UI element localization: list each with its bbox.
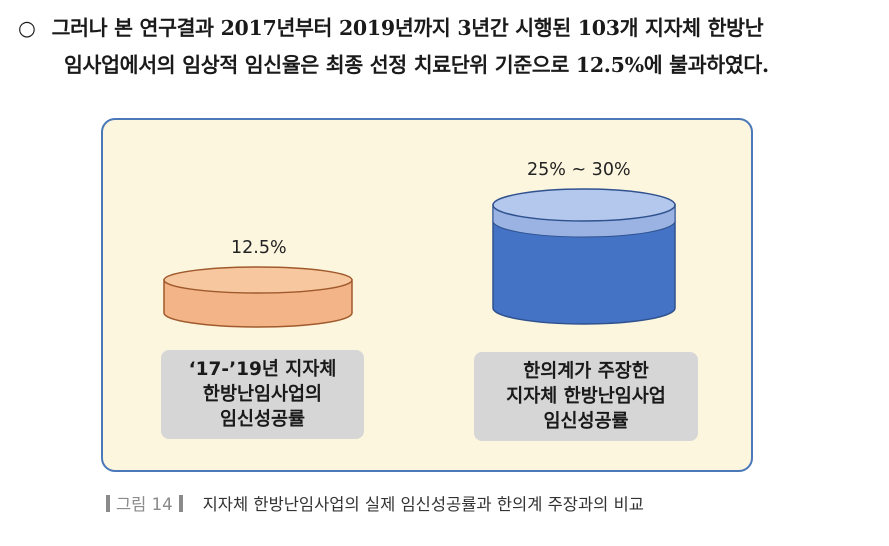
left-caption-line: ‘17-’19년 지자체 [188, 359, 337, 380]
right-caption-line: 지자체 한방난임사업 [506, 386, 666, 407]
right-cylinder [492, 188, 676, 325]
bullet-circle-icon: ○ [18, 16, 36, 40]
right-caption-line: 한의계가 주장한 [523, 361, 649, 382]
left-cylinder-top [163, 266, 353, 294]
figure-caption-text: 지자체 한방난임사업의 실제 임신성공률과 한의계 주장과의 비교 [202, 495, 644, 514]
right-value-label: 25% ~ 30% [527, 160, 631, 180]
caption-bar-left-icon [106, 495, 110, 512]
paragraph-line-2: 임사업에서의 임상적 임신율은 최종 선정 치료단위 기준으로 12.5%에 불… [64, 53, 769, 77]
left-caption-line: 임신성공률 [219, 409, 306, 430]
body-paragraph: ○ 그러나 본 연구결과 2017년부터 2019년까지 3년간 시행된 103개… [18, 10, 878, 84]
right-cylinder-top [492, 188, 676, 222]
figure-caption: 그림 14 지자체 한방난임사업의 실제 임신성공률과 한의계 주장과의 비교 [100, 491, 644, 515]
left-cylinder [163, 266, 353, 328]
figure-tag: 그림 14 [100, 495, 189, 514]
left-caption-box: ‘17-’19년 지자체 한방난임사업의 임신성공률 [161, 350, 364, 439]
left-caption-line: 한방난임사업의 [202, 384, 323, 405]
right-caption-box: 한의계가 주장한 지자체 한방난임사업 임신성공률 [474, 352, 698, 441]
right-caption-line: 임신성공률 [543, 411, 629, 432]
paragraph-line-1: ○ 그러나 본 연구결과 2017년부터 2019년까지 3년간 시행된 103개… [18, 10, 878, 47]
left-value-label: 12.5% [231, 238, 287, 258]
caption-bar-right-icon [178, 495, 183, 512]
